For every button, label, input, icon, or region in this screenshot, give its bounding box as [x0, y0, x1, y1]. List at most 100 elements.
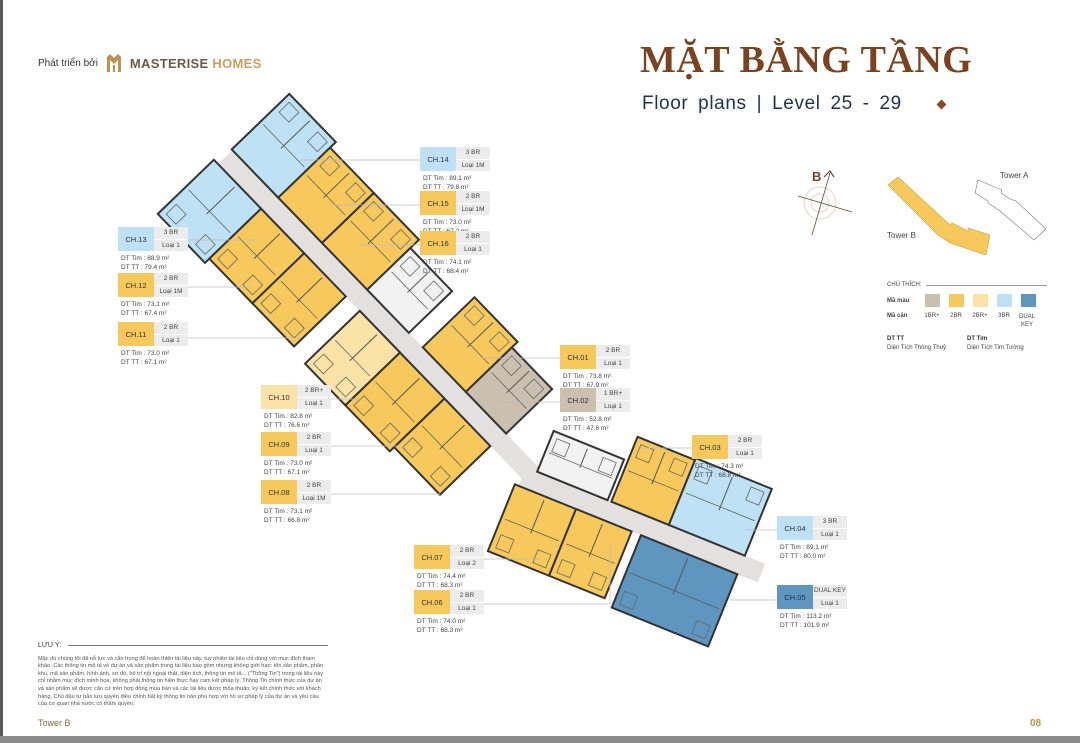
unit-type: 2 BR	[605, 347, 621, 354]
tower-a-label: Tower A	[1000, 171, 1029, 180]
unit-label-ch-10: CH.10 2 BR+ Loại 1 DT Tim : 82.8 m² DT TT : …	[261, 385, 331, 430]
unit-area-tt: DT TT : 68.4 m²	[423, 268, 469, 275]
unit-label-ch-03: CH.03 2 BR Loại 1 DT Tim : 74.3 m² DT TT : 6…	[692, 435, 762, 480]
unit-area-tim: DT Tim : 89.1 m²	[780, 544, 829, 551]
unit-code: CH.15	[420, 191, 456, 215]
unit-type: 3 BR	[465, 149, 481, 156]
unit-area-tt: DT TT : 67.9 m²	[563, 382, 609, 389]
unit-variant: Loại 1M	[154, 285, 188, 298]
unit-area-tt: DT TT : 68.8 m²	[695, 472, 741, 479]
page-subtitle: Floor plans | Level 25 - 29	[642, 93, 902, 114]
unit-code: CH.05	[777, 585, 813, 609]
unit-type: 2 BR	[306, 482, 322, 489]
unit-area-tim: DT Tim : 74.0 m²	[417, 618, 466, 625]
swatch-2br-plus	[973, 294, 988, 307]
unit-code: CH.04	[777, 516, 813, 540]
unit-variant: Loại 2	[450, 557, 484, 570]
developer-credit: Phát triển bởi MASTERISE HOMES	[38, 53, 262, 73]
unit-label-ch-02: CH.02 1 BR+ Loại 1 DT Tim : 52.8 m² DT TT : …	[560, 388, 630, 433]
swatch-dual-key	[1021, 294, 1036, 307]
unit-area-tt: DT TT : 67.1 m²	[264, 469, 310, 476]
unit-type: 3 BR	[822, 518, 838, 525]
swatch-2br	[949, 294, 964, 307]
unit-type: 1 BR+	[603, 390, 623, 397]
keymap-drawing: B	[797, 169, 1047, 256]
unit-area-tt: DT TT : 80.0 m²	[780, 553, 826, 560]
unit-variant: Loại 1	[450, 602, 484, 615]
unit-area-tt: DT TT : 68.3 m²	[417, 582, 463, 589]
unit-type: 2 BR	[737, 437, 753, 444]
note-title: LƯU Ý:	[38, 642, 62, 649]
unit-code: CH.01	[560, 345, 596, 369]
unit-code: CH.12	[118, 273, 154, 297]
unit-type: 2 BR+	[304, 387, 324, 394]
unit-label-ch-04: CH.04 3 BR Loại 1 DT Tim : 89.1 m² DT TT : 8…	[777, 516, 847, 561]
unit-area-tim: DT Tim : 82.8 m²	[264, 413, 313, 420]
unit-variant: Loại 1	[297, 397, 331, 410]
unit-area-tim: DT Tim : 73.1 m²	[121, 301, 170, 308]
legend: CHÚ THÍCH: Mã màu Mã căn 1BR+ 2BR 2BR+ 3…	[887, 282, 1047, 353]
note-text: Mặc dù chúng tôi đã nỗ lực và cẩn trọng …	[38, 655, 324, 708]
svg-text:B: B	[812, 169, 821, 184]
legend-title: CHÚ THÍCH:	[887, 282, 922, 288]
unit-type: 2 BR	[306, 434, 322, 441]
unit-code: CH.16	[420, 231, 456, 255]
unit-area-tim: DT Tim : 74.4 m²	[417, 573, 466, 580]
unit-type: DUAL KEY	[814, 587, 846, 594]
unit-area-tt: DT TT : 66.8 m²	[264, 517, 310, 524]
unit-area-tim: DT Tim : 88.9 m²	[121, 255, 170, 262]
disclaimer-note: LƯU Ý: Mặc dù chúng tôi đã nỗ lực và cẩn…	[38, 642, 328, 709]
tower-b-shape	[887, 176, 991, 256]
unit-type: 3 BR	[163, 229, 179, 236]
developer-label: Phát triển bởi	[38, 57, 98, 69]
unit-label-ch-01: CH.01 2 BR Loại 1 DT Tim : 73.8 m² DT TT : 6…	[560, 345, 630, 390]
unit-label-ch-12: CH.12 2 BR Loại 1M DT Tim : 73.1 m² DT TT : …	[118, 273, 188, 318]
unit-label-ch-05: CH.05 DUAL KEY Loại 1 DT Tim : 113.2 m² DT T…	[777, 585, 847, 630]
unit-area-tt: DT TT : 67.4 m²	[121, 310, 167, 317]
unit-variant: Loại 1	[596, 357, 630, 370]
unit-area-tim: DT Tim : 74.3 m²	[695, 463, 744, 470]
unit-variant: Loại 1	[456, 243, 490, 256]
unit-area-tim: DT Tim : 89.1 m²	[423, 175, 472, 182]
masterise-logo-icon	[106, 54, 121, 72]
unit-area-tt: DT TT : 79.8 m²	[423, 184, 469, 191]
legend-unit-row: Mã căn 1BR+ 2BR 2BR+ 3BR DUAL KEY	[887, 313, 1035, 328]
unit-label-ch-13: CH.13 3 BR Loại 1 DT Tim : 88.9 m² DT TT : 7…	[118, 227, 188, 272]
compass-icon: B	[797, 169, 853, 236]
unit-code: CH.11	[118, 322, 154, 346]
unit-variant: Loại 1	[596, 400, 630, 413]
unit-area-tim: DT Tim : 74.1 m²	[423, 259, 472, 266]
unit-area-tim: DT Tim : 73.0 m²	[423, 219, 472, 226]
unit-code: CH.08	[261, 480, 297, 504]
unit-code: CH.13	[118, 227, 154, 251]
unit-variant: Loại 1M	[456, 159, 490, 172]
unit-label-ch-08: CH.08 2 BR Loại 1M DT Tim : 73.1 m² DT TT : …	[261, 480, 331, 525]
unit-area-tim: DT Tim : 73.0 m²	[121, 350, 170, 357]
unit-label-ch-07: CH.07 2 BR Loại 2 DT Tim : 74.4 m² DT TT : 6…	[414, 545, 484, 590]
page-edge	[0, 736, 1080, 743]
unit-variant: Loại 1	[154, 334, 188, 347]
footer-tower: Tower B	[38, 718, 71, 728]
unit-code: CH.06	[414, 590, 450, 614]
unit-label-ch-11: CH.11 2 BR Loại 1 DT Tim : 73.0 m² DT TT : 6…	[118, 322, 188, 367]
unit-area-tim: DT Tim : 52.8 m²	[563, 416, 612, 423]
unit-type: 2 BR	[163, 324, 179, 331]
unit-code: CH.14	[420, 147, 456, 171]
unit-type: 2 BR	[459, 547, 475, 554]
unit-label-ch-06: CH.06 2 BR Loại 1 DT Tim : 74.0 m² DT TT : 6…	[414, 590, 484, 635]
unit-variant: Loại 1	[297, 444, 331, 457]
page-title: MẶT BẰNG TẦNG	[640, 39, 973, 81]
unit-area-tt: DT TT : 79.4 m²	[121, 264, 167, 271]
unit-label-ch-16: CH.16 2 BR Loại 1 DT Tim : 74.1 m² DT TT : 6…	[420, 231, 490, 276]
unit-type: 2 BR	[465, 233, 481, 240]
unit-variant: Loại 1M	[456, 203, 490, 216]
tower-b-label: Tower B	[887, 231, 916, 240]
unit-code: CH.07	[414, 545, 450, 569]
unit-area-tt: DT TT : 68.3 m²	[417, 627, 463, 634]
tower-keymap: B Tower A Tower B	[790, 165, 1070, 260]
unit-type: 2 BR	[465, 193, 481, 200]
unit-code: CH.10	[261, 385, 297, 409]
swatch-1br-plus	[925, 294, 940, 307]
